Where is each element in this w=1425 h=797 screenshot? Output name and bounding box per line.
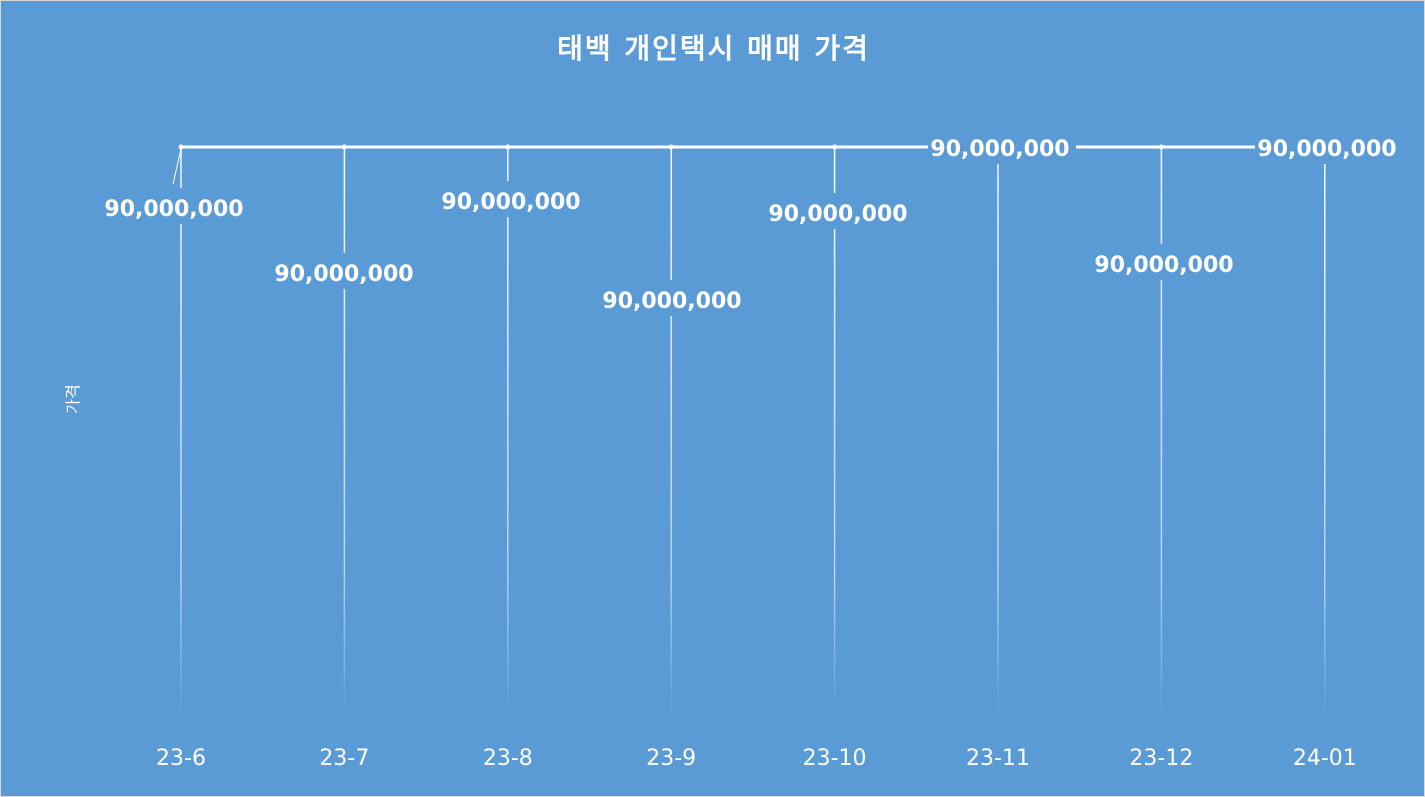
data-label-group: 90,000,000	[1255, 128, 1403, 164]
data-point-23-7	[341, 144, 347, 150]
data-label-group: 90,000,000	[928, 128, 1076, 164]
drop-lines	[180, 147, 1326, 716]
data-label-group: 90,000,000	[102, 188, 250, 224]
data-label-bg	[1255, 128, 1403, 164]
drop-line-23-8	[507, 147, 509, 716]
data-label-bg	[272, 253, 420, 289]
data-label-bg	[766, 193, 914, 229]
data-label: 90,000,000	[274, 262, 413, 287]
drop-line-23-6	[180, 147, 182, 716]
data-point-23-10	[832, 144, 838, 150]
data-label: 90,000,000	[104, 197, 243, 222]
data-label: 90,000,000	[1257, 137, 1396, 162]
data-label-group: 90,000,000	[272, 253, 420, 289]
x-tick-label: 23-9	[646, 746, 696, 771]
drop-line-23-9	[670, 147, 672, 716]
data-point-23-8	[505, 144, 511, 150]
chart-title: 태백 개인택시 매매 가격	[557, 32, 870, 65]
data-label-bg	[928, 128, 1076, 164]
x-tick-label: 23-12	[1129, 746, 1193, 771]
x-tick-label: 23-8	[483, 746, 533, 771]
data-label-group: 90,000,000	[600, 280, 748, 316]
data-labels: 90,000,000 90,000,000 90,000,000 90,000,000…	[102, 128, 1403, 316]
data-label-group: 90,000,000	[439, 181, 587, 217]
data-point-23-12	[1158, 144, 1164, 150]
data-label-group: 90,000,000	[766, 193, 914, 229]
data-label: 90,000,000	[441, 190, 580, 215]
drop-line-23-11	[997, 147, 999, 716]
data-label-bg	[600, 280, 748, 316]
drop-line-23-7	[343, 147, 346, 716]
x-tick-label: 23-10	[803, 746, 867, 771]
data-label-group: 90,000,000	[1092, 244, 1240, 280]
data-label: 90,000,000	[1094, 253, 1233, 278]
data-label: 90,000,000	[602, 289, 741, 314]
leader-line	[172, 148, 182, 185]
x-tick-label: 24-01	[1293, 746, 1357, 771]
x-tick-label: 23-6	[156, 746, 206, 771]
x-tick-label: 23-7	[319, 746, 369, 771]
data-point-23-9	[668, 144, 674, 150]
x-tick-label: 23-11	[966, 746, 1030, 771]
drop-line-23-10	[833, 147, 836, 716]
data-label-bg	[439, 181, 587, 217]
data-label-bg	[102, 188, 250, 224]
series-line-group	[178, 144, 1328, 150]
data-label-bg	[1092, 244, 1240, 280]
data-point-23-6	[178, 144, 184, 150]
x-axis-tick-labels: 23-6 23-7 23-8 23-9 23-10 23-11 23-12 24-01	[156, 746, 1357, 771]
data-label: 90,000,000	[930, 137, 1069, 162]
drop-line-23-12	[1160, 147, 1163, 716]
data-label: 90,000,000	[768, 202, 907, 227]
drop-line-24-01	[1324, 147, 1326, 716]
